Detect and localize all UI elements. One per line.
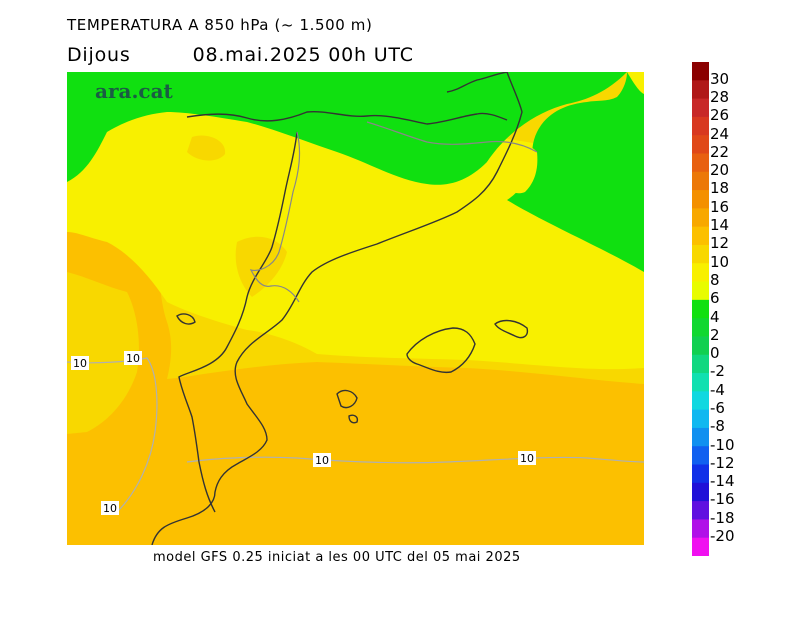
isotherm-10-west: [67, 357, 158, 513]
island-formentera: [348, 414, 359, 424]
color-scale-label: 2: [710, 325, 720, 344]
coastline-iberia-east: [151, 72, 523, 545]
color-scale-swatch: [692, 391, 709, 411]
color-scale-swatch: [692, 464, 709, 484]
color-scale-swatch: [692, 427, 709, 447]
color-scale-label: 28: [710, 87, 730, 106]
color-scale-swatch: [692, 190, 709, 209]
island-ibiza: [336, 389, 358, 409]
color-scale-label: 10: [710, 252, 730, 271]
svg-text:10: 10: [103, 502, 117, 515]
color-scale-labels: 30 28 26 24 22 20 18 16 14 12 10 8 6 4 2 0 -2 -4 -6 -8 -10 -1…: [710, 62, 780, 556]
color-scale-swatch: [692, 354, 709, 374]
svg-text:10: 10: [315, 454, 329, 467]
svg-text:10: 10: [73, 357, 87, 370]
color-scale-label: 16: [710, 197, 730, 216]
color-scale-label: 18: [710, 179, 730, 198]
svg-text:10: 10: [520, 452, 534, 465]
color-scale-swatch: [692, 153, 709, 173]
isotherm-label-4: 10: [518, 451, 536, 465]
color-scale-label: 22: [710, 142, 730, 161]
color-scale-swatch: [692, 244, 709, 264]
color-scale-label: -12: [710, 453, 735, 472]
color-scale-label: 12: [710, 234, 730, 253]
color-scale-label: -10: [710, 435, 735, 454]
color-scale-label: -6: [710, 398, 725, 417]
color-scale-swatch: [692, 409, 709, 429]
color-scale-swatch: [692, 263, 709, 283]
color-scale-swatch: [692, 226, 709, 246]
color-scale-label: 0: [710, 344, 720, 363]
color-scale-swatch: [692, 135, 709, 155]
color-scale-swatch: [692, 482, 709, 502]
island-menorca: [494, 319, 529, 339]
isotherm-label-5: 10: [101, 501, 119, 515]
color-scale-label: 26: [710, 106, 730, 125]
color-scale-swatch: [692, 373, 709, 392]
color-scale-bar: [692, 62, 709, 556]
field-green-west: [67, 72, 627, 185]
border-pyrenees: [186, 110, 508, 125]
forecast-day: Dijous: [67, 44, 131, 66]
color-scale-swatch: [692, 281, 709, 301]
color-scale-swatch: [692, 519, 709, 539]
border-inland: [178, 131, 298, 513]
color-scale-swatch: [692, 62, 709, 81]
border-grey: [249, 131, 301, 303]
isotherm-label-3: 10: [313, 453, 331, 467]
color-scale-swatch: [692, 98, 709, 118]
island-cabrera: [176, 313, 196, 325]
temperature-map: ara.cat 10 10 10 10 10: [67, 72, 644, 545]
field-gold-west: [67, 272, 139, 434]
color-scale-swatch: [692, 171, 709, 191]
field-yellow-cape: [487, 144, 538, 194]
color-scale-label: 4: [710, 307, 720, 326]
color-scale-swatch: [692, 116, 709, 136]
color-scale-swatch: [692, 299, 709, 319]
color-scale-label: 8: [710, 270, 720, 289]
svg-text:10: 10: [126, 352, 140, 365]
coast-gulf-lion: [366, 121, 538, 153]
color-scale-label: -18: [710, 508, 735, 527]
logo-ara-cat: ara.cat: [95, 79, 174, 103]
color-scale-label: 30: [710, 69, 730, 88]
forecast-datetime: 08.mai.2025 00h UTC: [192, 44, 414, 66]
color-scale-swatch: [692, 501, 709, 521]
color-scale-swatch: [692, 208, 709, 228]
color-scale-label: 14: [710, 216, 730, 235]
color-scale-label: -20: [710, 527, 735, 546]
isotherm-label-1: 10: [71, 356, 89, 370]
color-scale-label: -16: [710, 490, 735, 509]
color-scale-label: -14: [710, 472, 735, 491]
color-scale-label: 6: [710, 289, 720, 308]
map-title: TEMPERATURA A 850 hPa (~ 1.500 m): [67, 16, 373, 34]
forecast-datetime-line: Dijous 08.mai.2025 00h UTC: [67, 44, 414, 66]
color-scale-label: -8: [710, 417, 725, 436]
field-yellow-inlet: [627, 72, 644, 94]
color-scale-swatch: [692, 318, 709, 338]
color-scale-swatch: [692, 446, 709, 466]
color-scale-label: 24: [710, 124, 730, 143]
island-mallorca: [406, 327, 476, 374]
model-run-caption: model GFS 0.25 iniciat a les 00 UTC del …: [153, 550, 521, 565]
color-scale-swatch: [692, 80, 709, 100]
isotherm-label-2: 10: [124, 351, 142, 365]
color-scale-label: -4: [710, 380, 725, 399]
color-scale-swatch: [692, 336, 709, 356]
color-scale-swatch: [692, 537, 709, 556]
field-gold-blob: [187, 135, 226, 161]
color-scale-label: -2: [710, 362, 725, 381]
isotherm-10-south: [186, 456, 644, 464]
color-scale-label: 20: [710, 161, 730, 180]
